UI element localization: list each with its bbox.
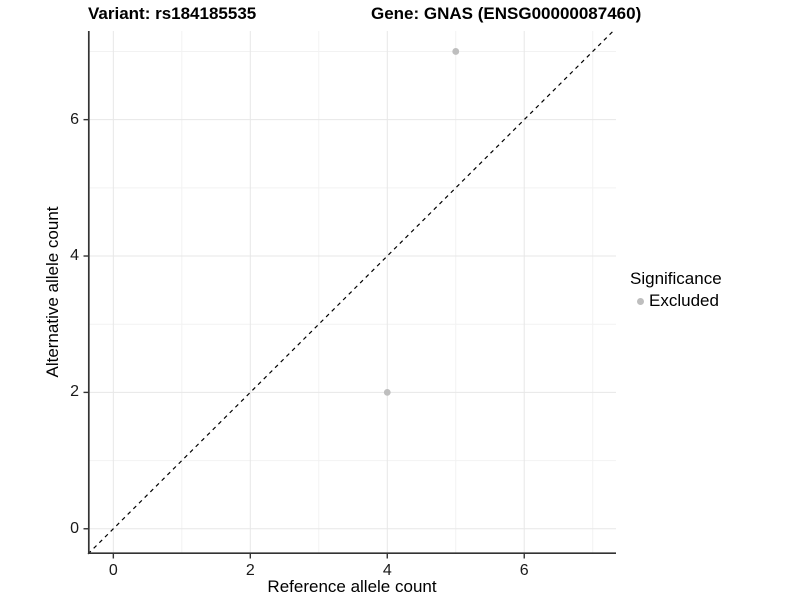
legend-item-excluded: Excluded xyxy=(630,291,722,311)
x-tick-label: 4 xyxy=(382,562,392,579)
data-point xyxy=(452,48,460,55)
legend-item-label: Excluded xyxy=(649,291,719,310)
x-tick-label: 6 xyxy=(519,562,529,579)
identity-reference-line xyxy=(87,30,614,555)
y-tick-label: 0 xyxy=(70,519,79,537)
plot-canvas xyxy=(83,30,616,559)
legend-point-icon xyxy=(637,297,644,305)
gene-title: Gene: GNAS (ENSG00000087460) xyxy=(371,4,642,23)
variant-title: Variant: rs184185535 xyxy=(88,4,257,23)
legend-title: Significance xyxy=(630,269,722,288)
x-axis-title: Reference allele count xyxy=(267,577,437,596)
legend: Significance Excluded xyxy=(630,269,722,311)
data-point xyxy=(383,388,391,396)
y-axis-title: Alternative allele count xyxy=(43,206,62,378)
y-tick-label: 4 xyxy=(70,247,79,265)
y-tick-label: 2 xyxy=(70,383,79,401)
x-tick-label: 2 xyxy=(245,562,255,579)
y-tick-label: 6 xyxy=(70,110,79,128)
x-tick-label: 0 xyxy=(108,562,118,579)
plot-panel xyxy=(83,30,616,559)
